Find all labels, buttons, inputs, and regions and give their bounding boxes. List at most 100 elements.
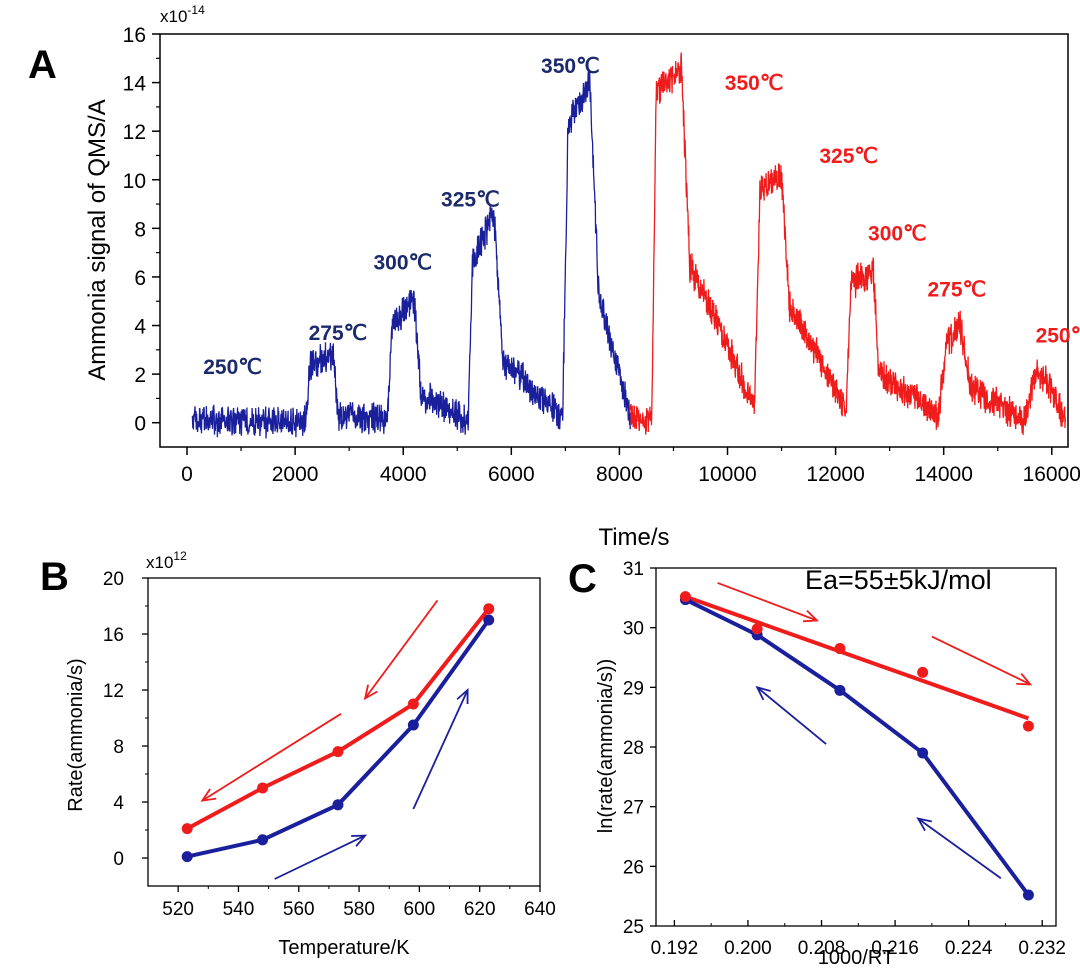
y-axis-title: ln(rate(ammonia/s))	[595, 659, 617, 833]
x-tick-label: 540	[223, 899, 255, 920]
series-cooling-point	[679, 591, 691, 603]
x-tick-label: 12000	[806, 463, 864, 486]
x-tick-label: 0.224	[945, 938, 993, 959]
direction-arrow	[756, 686, 827, 745]
x-tick-label: 0.192	[651, 938, 699, 959]
direction-arrow-head	[755, 685, 771, 701]
panel-c: 25 26 27 28 29 30 31 0.192 0.200 0.208 0.216 0.224 0…	[568, 557, 1066, 969]
x-tick-label: 6000	[488, 463, 535, 486]
temperature-label: 300℃	[373, 252, 432, 275]
y-tick-label: 30	[623, 619, 644, 640]
x-tick-label: 0.232	[1018, 938, 1066, 959]
panel-b: 0 4 8 12 16 20 520 540 560 580 600 620 640 Temperatur…	[40, 549, 556, 959]
y-tick-label: 0	[113, 849, 124, 870]
x-axis-title: Temperature/K	[278, 937, 410, 959]
y-tick-label: 20	[103, 569, 124, 590]
y-tick-label: 0	[134, 413, 146, 436]
x-tick-label: 620	[464, 899, 496, 920]
x-tick-label: 10000	[698, 463, 756, 486]
series-heating-line	[191, 69, 631, 439]
direction-arrow	[717, 582, 818, 622]
temperature-label: 250℃	[203, 356, 262, 379]
y-tick-label: 12	[123, 121, 146, 144]
y-tick-label: 26	[623, 857, 644, 878]
x-tick-label: 640	[524, 899, 556, 920]
direction-arrow	[931, 635, 1031, 686]
exponent-power: 12	[173, 549, 187, 563]
series-cooling-point	[257, 782, 269, 794]
series-heating-line	[684, 597, 1031, 897]
y-tick-label: 28	[623, 738, 644, 759]
y-tick-label: 16	[123, 24, 146, 47]
x-tick-label: 0.200	[724, 938, 772, 959]
x-axis-title: 1000/RT	[818, 947, 894, 969]
series-cooling-line	[629, 52, 1066, 436]
x-tick-label: 600	[404, 899, 436, 920]
series-cooling-point	[483, 603, 495, 615]
temperature-label: 275℃	[309, 322, 368, 345]
direction-arrow-head	[802, 610, 819, 623]
direction-arrow	[412, 689, 469, 810]
series-heating-line	[186, 618, 491, 859]
series-heating-point	[257, 834, 269, 846]
y-tick-label: 16	[103, 625, 124, 646]
series-heating-point	[407, 719, 419, 731]
temperature-label: 325℃	[819, 145, 878, 168]
temperature-label: 350℃	[725, 72, 784, 95]
x-tick-label: 580	[343, 899, 375, 920]
linear-fit-line	[684, 594, 1030, 721]
y-tick-label: 2	[134, 364, 146, 387]
plot-frame	[655, 567, 1057, 927]
plot-frame	[147, 577, 541, 887]
temperature-label: 275℃	[927, 278, 986, 301]
plot-frame	[159, 33, 1069, 448]
temperature-label: 325℃	[441, 188, 500, 211]
y-tick-label: 8	[113, 737, 124, 758]
series-cooling-line	[186, 607, 491, 831]
temperature-label: 350℃	[541, 55, 600, 78]
y-tick-label: 14	[123, 73, 147, 96]
x-tick-label: 0.208	[798, 938, 846, 959]
x-tick-label: 0.216	[871, 938, 919, 959]
direction-arrow	[364, 599, 439, 699]
y-tick-label: 4	[134, 316, 146, 339]
exponent-power: -14	[187, 3, 205, 17]
series-cooling-point	[917, 666, 929, 678]
exponent-label: x10-14	[160, 3, 205, 26]
x-tick-label: 16000	[1023, 463, 1080, 486]
x-tick-label: 8000	[596, 463, 643, 486]
y-axis-title: Ammonia signal of QMS/A	[84, 99, 111, 380]
series-heating-point	[917, 747, 929, 759]
series-heating-point	[483, 614, 495, 626]
temperature-label: 250℃	[1036, 325, 1080, 348]
series-cooling-point	[181, 823, 193, 835]
series-heating-point	[181, 851, 193, 863]
exponent-label: x1012	[146, 549, 187, 572]
series-heating-point	[1022, 889, 1034, 901]
y-tick-label: 8	[134, 218, 146, 241]
direction-arrow-head	[200, 788, 217, 802]
activation-energy-label: Ea=55±5kJ/mol	[805, 565, 992, 595]
direction-arrow	[274, 834, 366, 880]
y-axis-title: Rate(ammonia/s)	[65, 658, 87, 811]
panel-letter-c: C	[568, 557, 597, 601]
y-tick-label: 10	[123, 170, 146, 193]
series-heating-point	[834, 684, 846, 696]
series-cooling-point	[751, 623, 763, 635]
x-tick-label: 14000	[914, 463, 972, 486]
x-axis-title: Time/s	[598, 524, 669, 551]
y-tick-label: 4	[113, 793, 124, 814]
direction-arrow-head	[1016, 673, 1033, 686]
panel-letter-b: B	[40, 555, 69, 599]
x-tick-label: 520	[162, 899, 194, 920]
y-tick-label: 25	[623, 917, 644, 938]
temperature-label: 300℃	[868, 223, 927, 246]
direction-arrow-head	[351, 834, 368, 847]
y-tick-label: 12	[103, 681, 124, 702]
series-cooling-point	[332, 746, 344, 758]
series-heating-point	[332, 799, 344, 811]
direction-arrow	[917, 817, 1002, 879]
x-tick-label: 0	[181, 463, 193, 486]
y-tick-label: 29	[623, 678, 644, 699]
